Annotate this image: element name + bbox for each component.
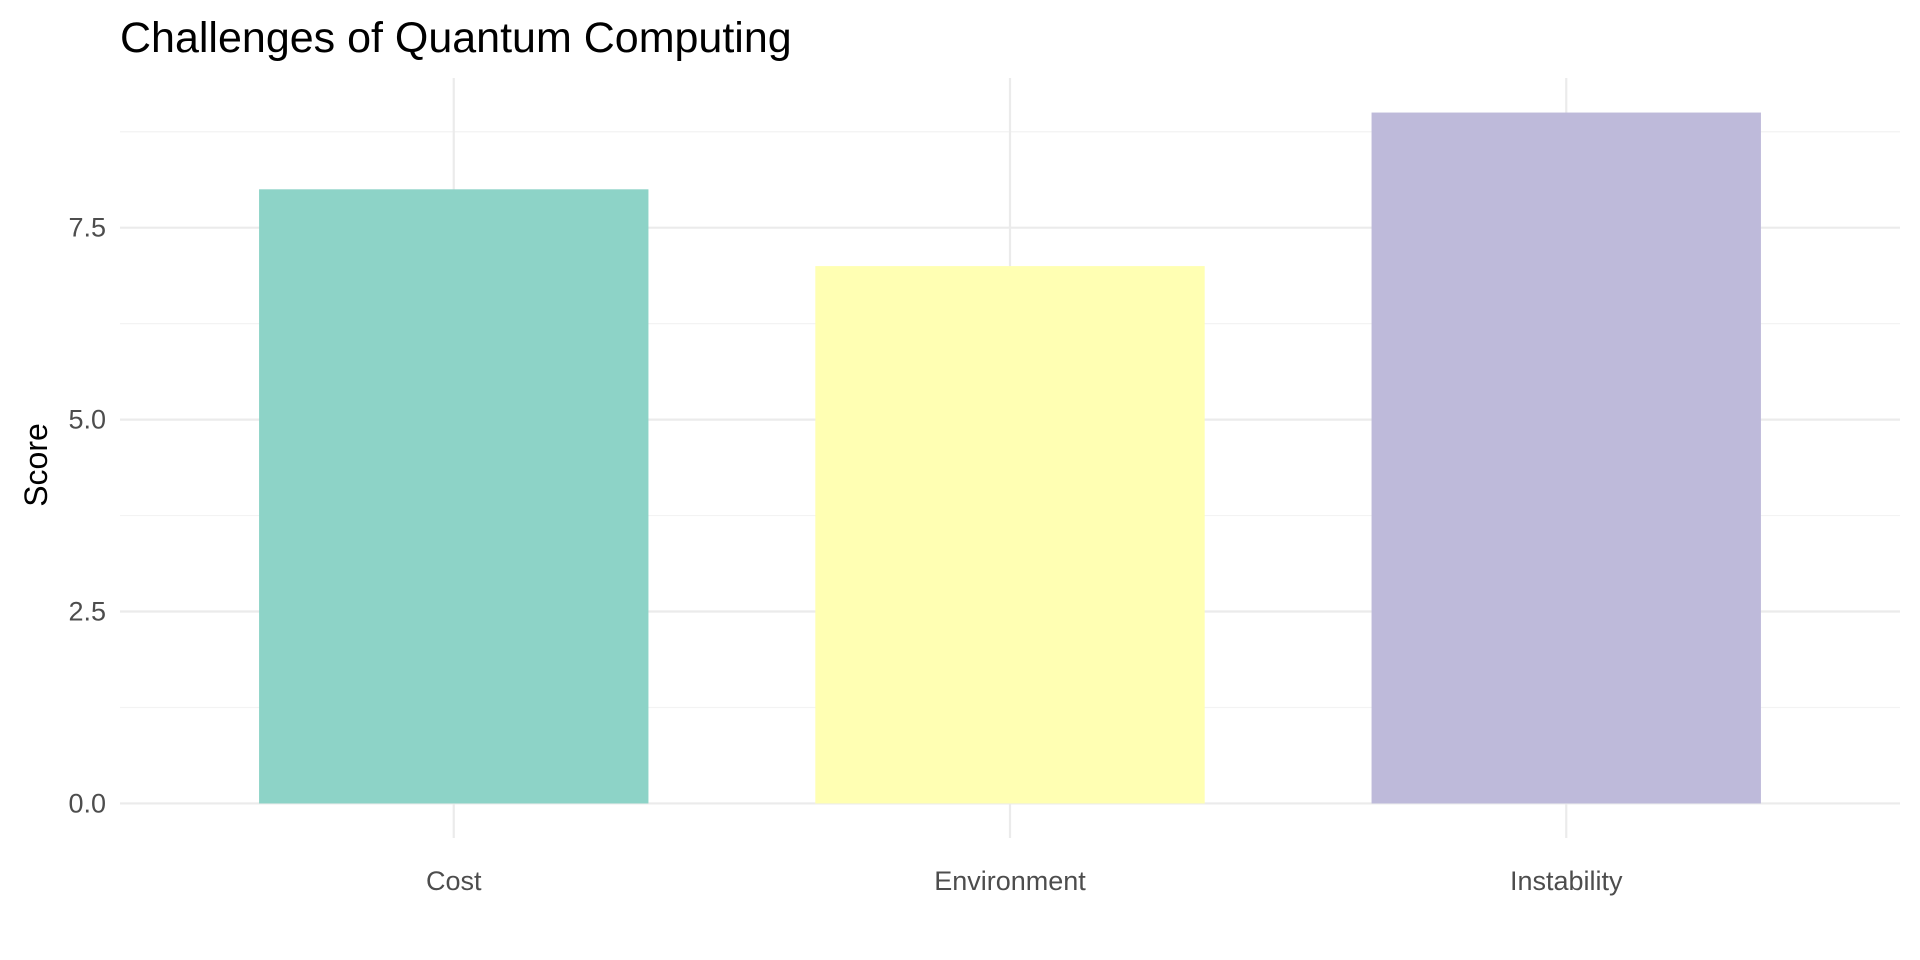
x-tick-label: Instability	[1510, 866, 1623, 896]
x-tick-label: Environment	[934, 866, 1086, 896]
bar-instability	[1371, 112, 1761, 804]
y-tick-label: 7.5	[68, 213, 106, 243]
y-tick-label: 0.0	[68, 788, 106, 818]
tick-labels: 0.0 2.5 5.0 7.5 Cost Environment Instability	[68, 213, 1623, 896]
chart-title: Challenges of Quantum Computing	[120, 14, 792, 62]
y-axis-title: Score	[18, 423, 54, 507]
x-tick-label: Cost	[426, 866, 482, 896]
bar-cost	[259, 189, 649, 804]
y-tick-label: 5.0	[68, 405, 106, 435]
bars	[259, 112, 1761, 804]
y-tick-label: 2.5	[68, 597, 106, 627]
bar-environment	[815, 266, 1205, 804]
